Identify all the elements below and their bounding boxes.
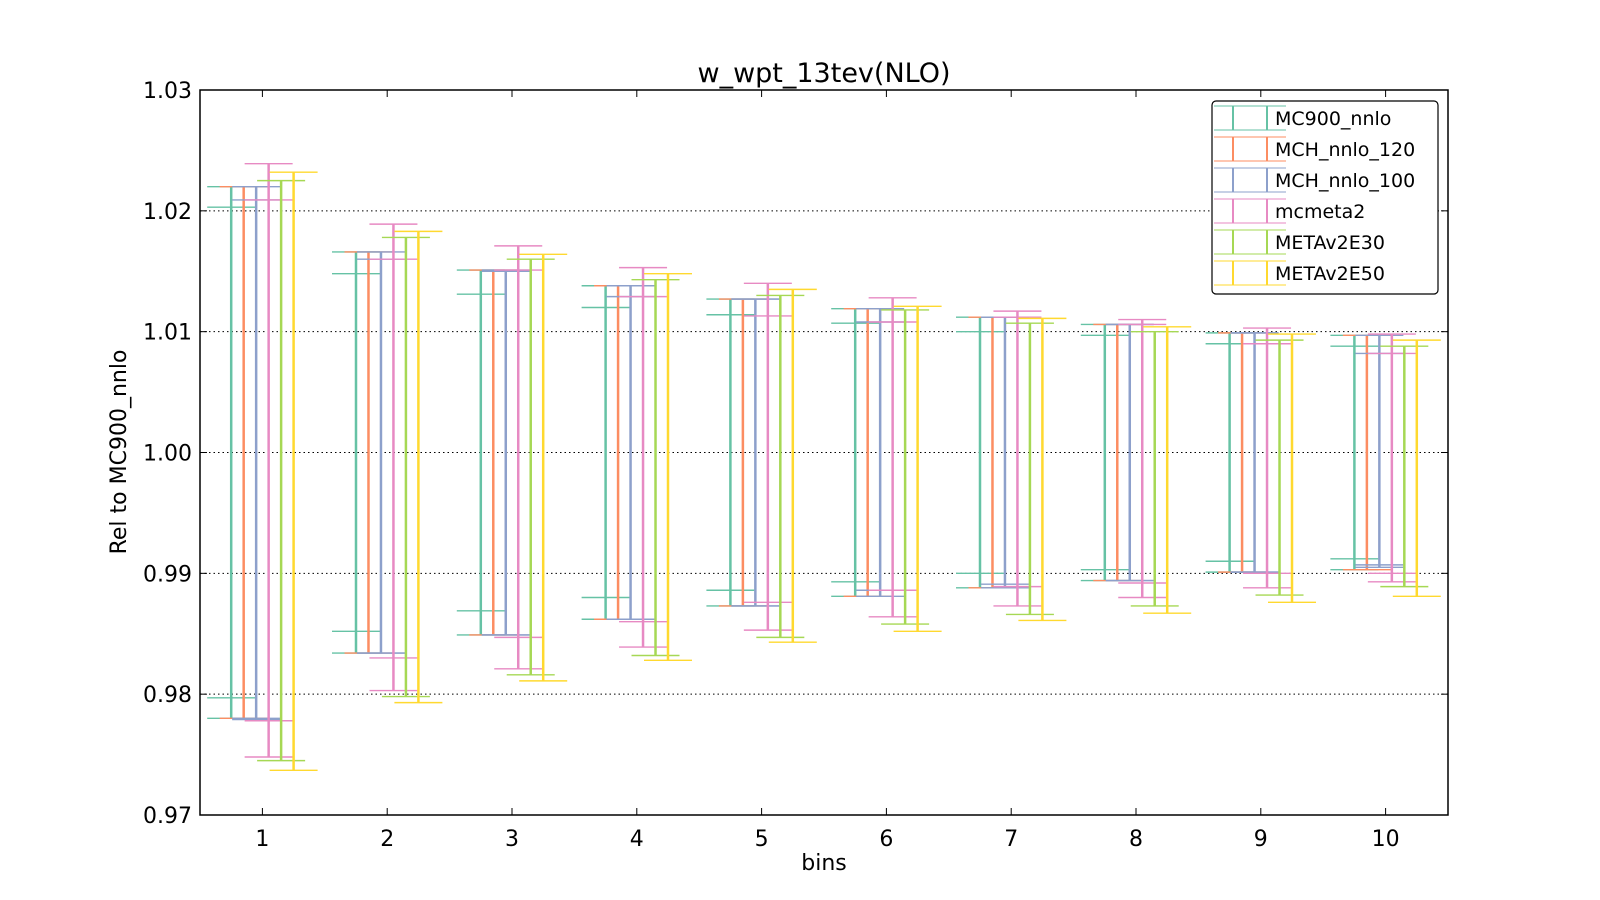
x-tick-label: 4 xyxy=(630,827,644,852)
y-tick-label: 1.00 xyxy=(143,442,192,467)
x-tick-label: 8 xyxy=(1129,827,1143,852)
error-bars xyxy=(207,163,1441,771)
y-tick-label: 0.97 xyxy=(143,804,192,829)
legend: MC900_nnlo MCH_nnlo_120 MCH_nnlo_100mcmeta… xyxy=(1211,100,1439,295)
y-axis-title: Rel to MC900_nnlo xyxy=(107,350,132,555)
x-axis-title: bins xyxy=(801,851,846,876)
x-tick-label: 1 xyxy=(255,827,269,852)
y-tick-label: 0.98 xyxy=(143,683,192,708)
x-tick-label: 5 xyxy=(755,827,769,852)
legend-box xyxy=(1211,100,1439,295)
legend-label-MCH_nnlo_100: MCH_nnlo_100 xyxy=(1275,170,1415,192)
legend-label-MC900_nnlo: MC900_nnlo xyxy=(1275,108,1391,130)
legend-label-MCH_nnlo_120: MCH_nnlo_120 xyxy=(1275,139,1415,161)
legend-label-METAv2E50: METAv2E50 xyxy=(1275,263,1385,285)
x-tick-label: 3 xyxy=(505,827,519,852)
y-tick-label: 1.02 xyxy=(143,200,192,225)
x-tick-label: 2 xyxy=(380,827,394,852)
x-tick-label: 9 xyxy=(1254,827,1268,852)
legend-label-mcmeta2: mcmeta2 xyxy=(1275,201,1365,223)
legend-label-METAv2E30: METAv2E30 xyxy=(1275,232,1385,254)
y-tick-label: 0.99 xyxy=(143,562,192,587)
axis-ticks: 0.97 0.98 0.99 1.00 1.01 1.02 1.03 1 2 3 4 5 6 7 8 9 10 xyxy=(143,79,1448,852)
x-tick-label: 6 xyxy=(879,827,893,852)
y-tick-label: 1.01 xyxy=(143,321,192,346)
y-tick-label: 1.03 xyxy=(143,79,192,104)
x-tick-label: 7 xyxy=(1004,827,1018,852)
chart-title: w_wpt_13tev(NLO) xyxy=(697,58,950,89)
x-tick-label: 10 xyxy=(1372,827,1400,852)
